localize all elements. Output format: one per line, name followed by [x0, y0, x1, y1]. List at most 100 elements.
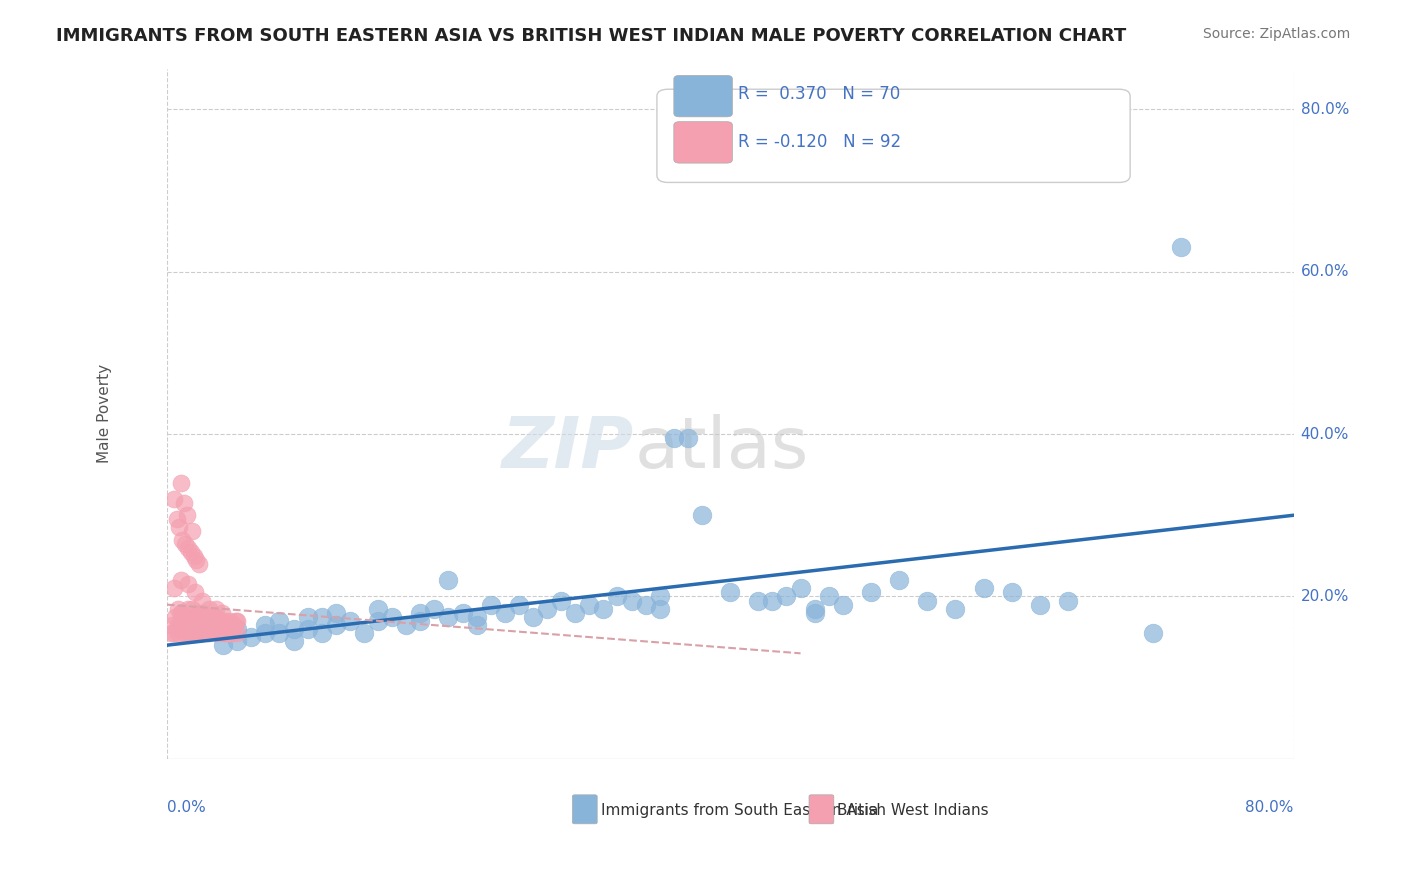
Point	[381, 609, 404, 624]
Point	[761, 593, 783, 607]
Point	[184, 626, 207, 640]
Point	[183, 549, 205, 563]
Point	[174, 537, 197, 551]
Point	[173, 496, 195, 510]
Point	[395, 618, 418, 632]
Point	[226, 634, 249, 648]
Point	[166, 512, 188, 526]
Point	[191, 593, 214, 607]
Point	[195, 622, 218, 636]
Point	[177, 577, 200, 591]
Point	[176, 508, 198, 523]
Point	[181, 524, 204, 539]
Point	[437, 573, 460, 587]
Point	[200, 614, 222, 628]
Point	[180, 545, 202, 559]
Point	[190, 618, 212, 632]
Point	[160, 626, 183, 640]
Point	[325, 606, 347, 620]
Point	[177, 609, 200, 624]
Point	[550, 593, 572, 607]
Point	[817, 590, 839, 604]
Point	[198, 601, 221, 615]
Point	[367, 614, 389, 628]
Point	[409, 614, 432, 628]
Text: ZIP: ZIP	[502, 414, 634, 483]
Point	[1057, 593, 1080, 607]
Point	[193, 614, 215, 628]
Point	[173, 622, 195, 636]
Text: atlas: atlas	[634, 414, 808, 483]
Point	[775, 590, 797, 604]
Point	[198, 618, 221, 632]
Point	[578, 598, 600, 612]
Point	[254, 618, 277, 632]
Point	[188, 557, 211, 571]
Text: 80.0%: 80.0%	[1301, 102, 1348, 117]
Point	[170, 573, 193, 587]
Point	[188, 609, 211, 624]
Point	[179, 622, 201, 636]
Point	[177, 626, 200, 640]
Point	[174, 618, 197, 632]
Point	[409, 606, 432, 620]
Point	[184, 626, 207, 640]
Point	[225, 614, 247, 628]
Point	[177, 541, 200, 555]
Point	[339, 614, 361, 628]
Text: Male Poverty: Male Poverty	[97, 364, 112, 463]
Point	[184, 618, 207, 632]
Point	[219, 614, 242, 628]
Text: IMMIGRANTS FROM SOUTH EASTERN ASIA VS BRITISH WEST INDIAN MALE POVERTY CORRELATI: IMMIGRANTS FROM SOUTH EASTERN ASIA VS BR…	[56, 27, 1126, 45]
Point	[170, 606, 193, 620]
Point	[718, 585, 741, 599]
Point	[207, 626, 229, 640]
Point	[465, 609, 488, 624]
Point	[690, 508, 713, 523]
Point	[172, 533, 194, 547]
Point	[1001, 585, 1024, 599]
Point	[297, 622, 319, 636]
Point	[184, 585, 207, 599]
Point	[634, 598, 657, 612]
Point	[311, 609, 333, 624]
Point	[508, 598, 530, 612]
Point	[167, 618, 190, 632]
Point	[180, 618, 202, 632]
Point	[479, 598, 502, 612]
Point	[198, 618, 221, 632]
Point	[423, 601, 446, 615]
Point	[198, 626, 221, 640]
Point	[191, 614, 214, 628]
Point	[169, 622, 191, 636]
Point	[1170, 240, 1192, 254]
Point	[173, 614, 195, 628]
Text: Immigrants from South Eastern Asia: Immigrants from South Eastern Asia	[600, 803, 877, 817]
Point	[592, 601, 614, 615]
Point	[367, 601, 389, 615]
Point	[222, 626, 245, 640]
Point	[437, 609, 460, 624]
Point	[215, 618, 238, 632]
FancyBboxPatch shape	[673, 76, 733, 117]
Text: 0.0%: 0.0%	[167, 799, 205, 814]
Point	[522, 609, 544, 624]
Point	[211, 606, 233, 620]
Point	[803, 606, 825, 620]
Point	[212, 626, 235, 640]
Point	[945, 601, 967, 615]
Point	[208, 614, 231, 628]
Point	[163, 491, 186, 506]
Point	[201, 618, 224, 632]
FancyBboxPatch shape	[657, 89, 1130, 183]
Point	[494, 606, 516, 620]
Point	[209, 618, 232, 632]
Point	[311, 626, 333, 640]
Point	[226, 622, 249, 636]
Point	[648, 601, 671, 615]
Point	[803, 601, 825, 615]
Point	[204, 609, 226, 624]
Point	[191, 606, 214, 620]
Text: 40.0%: 40.0%	[1301, 426, 1348, 442]
Point	[177, 618, 200, 632]
